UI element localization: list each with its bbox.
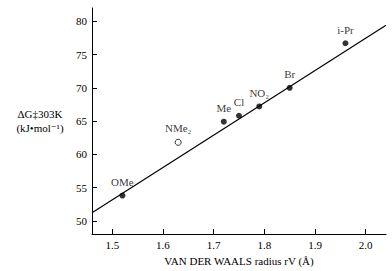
svg-text:VAN DER WAALS radius rV (Å): VAN DER WAALS radius rV (Å) [164,255,314,268]
svg-text:Me: Me [216,102,231,114]
svg-text:ΔG‡303K: ΔG‡303K [18,108,63,120]
svg-text:70: 70 [76,82,88,94]
svg-text:75: 75 [76,49,88,61]
svg-text:60: 60 [76,148,88,160]
svg-text:2.0: 2.0 [359,239,373,251]
svg-text:1.5: 1.5 [105,239,119,251]
svg-text:55: 55 [76,182,88,194]
svg-text:NO₂: NO₂ [249,87,269,99]
svg-text:Br: Br [284,68,295,80]
svg-text:OMe: OMe [111,176,134,188]
svg-text:50: 50 [76,215,88,227]
svg-text:NMe₂: NMe₂ [165,122,192,134]
svg-text:1.7: 1.7 [207,239,221,251]
svg-text:i-Pr: i-Pr [337,24,354,36]
svg-text:1.9: 1.9 [308,239,322,251]
svg-text:Cl: Cl [234,96,244,108]
svg-text:65: 65 [76,115,88,127]
svg-text:1.6: 1.6 [156,239,170,251]
svg-text:(kJ•mol⁻¹): (kJ•mol⁻¹) [16,122,64,135]
svg-text:1.8: 1.8 [257,239,271,251]
svg-text:80: 80 [76,15,88,27]
